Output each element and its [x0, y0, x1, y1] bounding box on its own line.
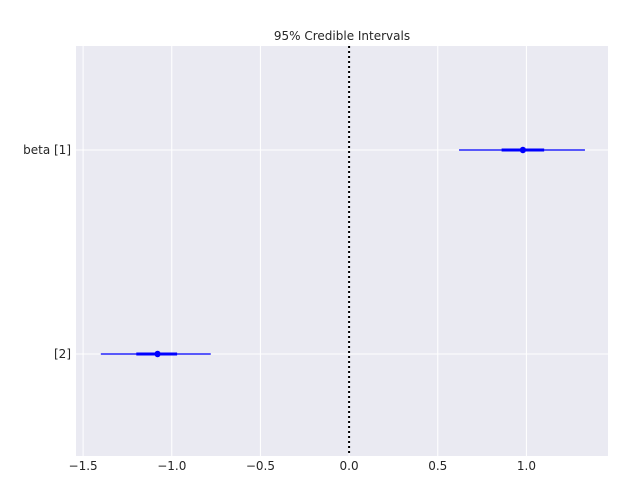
median-point	[519, 146, 527, 154]
median-point	[154, 350, 161, 358]
x-tick-label: −1.0	[157, 459, 186, 473]
y-tick-label: beta [1]	[23, 143, 71, 157]
x-tick-label: −1.5	[69, 459, 98, 473]
interval-group	[100, 146, 585, 358]
y-tick-label: [2]	[54, 347, 71, 361]
chart-title: 95% Credible Intervals	[274, 29, 410, 43]
x-tick-label: 1.0	[517, 459, 536, 473]
grid-lines	[76, 46, 608, 456]
plot-area	[76, 46, 608, 456]
x-tick-label: 0.5	[428, 459, 447, 473]
x-tick-label: −0.5	[246, 459, 275, 473]
y-tick-labels: beta [1] [2]	[23, 143, 71, 361]
x-tick-label: 0.0	[340, 459, 359, 473]
x-tick-labels: −1.5 −1.0 −0.5 0.0 0.5 1.0	[69, 459, 536, 473]
